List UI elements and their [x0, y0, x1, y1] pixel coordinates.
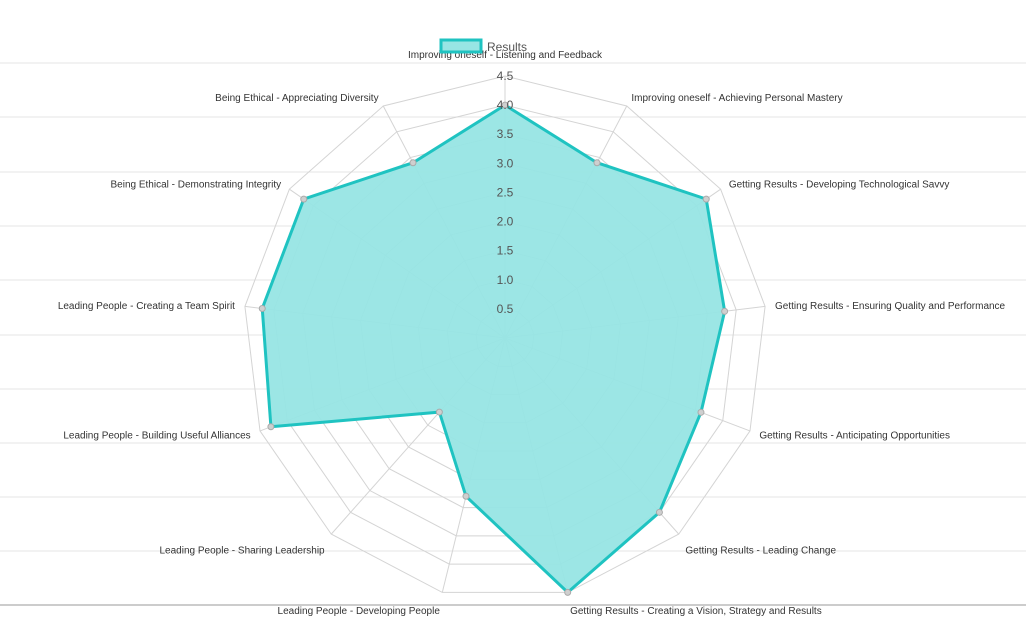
data-point-2	[702, 195, 710, 203]
series-area-0	[260, 103, 727, 595]
legend-label-0: Results	[487, 40, 527, 54]
data-point-10	[258, 305, 266, 313]
tick-label-1.0: 1.0	[497, 273, 514, 287]
axis-label-9: Leading People - Building Useful Allianc…	[63, 430, 250, 441]
data-point-4	[697, 408, 705, 416]
tick-label-4.0: 4.0	[497, 98, 514, 112]
axis-label-4: Getting Results - Anticipating Opportuni…	[759, 430, 950, 441]
data-point-7	[462, 492, 470, 500]
tick-label-3.5: 3.5	[497, 127, 514, 141]
axis-label-12: Being Ethical - Appreciating Diversity	[215, 93, 378, 104]
tick-label-2.5: 2.5	[497, 185, 514, 199]
axis-label-5: Getting Results - Leading Change	[685, 546, 836, 557]
data-point-6	[564, 588, 572, 596]
axis-label-0: Improving oneself - Listening and Feedba…	[408, 50, 603, 61]
axis-label-7: Leading People - Developing People	[278, 606, 441, 617]
axis-label-11: Being Ethical - Demonstrating Integrity	[111, 179, 282, 190]
tick-label-2.0: 2.0	[497, 215, 514, 229]
axis-label-6: Getting Results - Creating a Vision, Str…	[570, 606, 822, 617]
axis-label-2: Getting Results - Developing Technologic…	[729, 179, 950, 190]
tick-label-0.5: 0.5	[497, 302, 514, 316]
tick-label-3.0: 3.0	[497, 156, 514, 170]
data-point-9	[267, 423, 275, 431]
legend-swatch-0	[439, 38, 483, 54]
data-point-11	[300, 195, 308, 203]
tick-label-1.5: 1.5	[497, 244, 514, 258]
data-point-1	[593, 159, 601, 167]
data-point-0	[501, 101, 509, 109]
data-point-5	[655, 508, 663, 516]
axis-label-3: Getting Results - Ensuring Quality and P…	[775, 301, 1006, 312]
data-point-8	[435, 408, 443, 416]
data-point-3	[721, 307, 729, 315]
axis-label-10: Leading People - Creating a Team Spirit	[58, 301, 235, 312]
grid-ring-9	[244, 75, 766, 593]
axis-label-8: Leading People - Sharing Leadership	[160, 546, 326, 557]
tick-label-4.5: 4.5	[497, 69, 514, 83]
axis-label-1: Improving oneself - Achieving Personal M…	[631, 93, 842, 104]
data-point-12	[409, 159, 417, 167]
